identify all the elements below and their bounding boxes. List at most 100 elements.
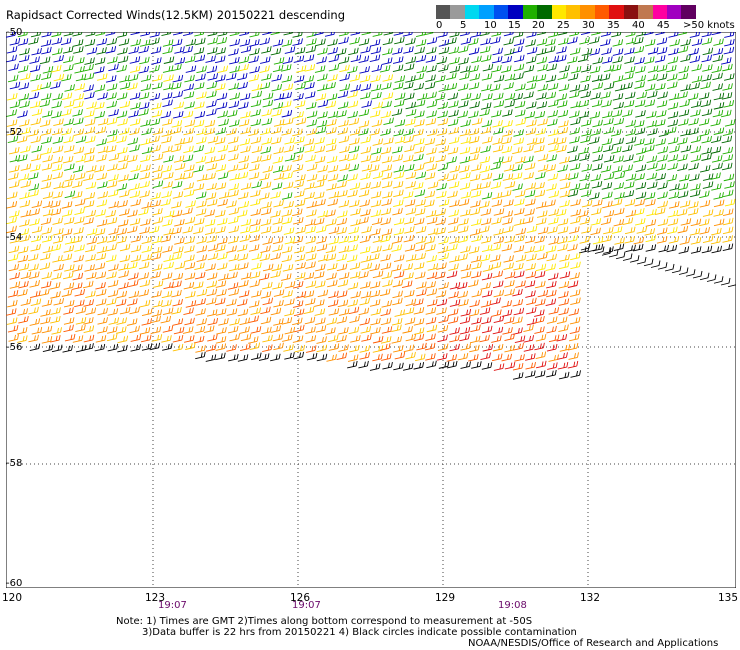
wind-barb — [679, 237, 691, 245]
wind-barb — [152, 207, 163, 216]
wind-barb — [634, 127, 646, 136]
wind-barb — [502, 327, 513, 335]
wind-barb — [360, 255, 372, 263]
wind-barb — [479, 225, 490, 234]
wind-barb — [567, 360, 579, 369]
wind-barb — [713, 192, 724, 200]
wind-barb — [150, 271, 161, 279]
wind-barb — [658, 244, 670, 253]
colorbar-swatch — [537, 5, 552, 19]
wind-barb — [391, 324, 402, 332]
wind-barb — [228, 225, 240, 234]
wind-barb-edge — [664, 263, 675, 272]
wind-barb — [53, 297, 64, 306]
wind-barb — [591, 32, 601, 36]
wind-barb — [50, 64, 62, 73]
wind-barb — [325, 138, 337, 146]
wind-barb — [107, 129, 118, 137]
wind-barb — [645, 198, 656, 207]
wind-barb — [655, 173, 666, 181]
wind-barb — [689, 82, 700, 90]
wind-barb — [666, 64, 677, 73]
wind-barb — [182, 136, 194, 145]
wind-barb — [327, 110, 339, 119]
wind-barb — [667, 81, 678, 90]
wind-barb — [62, 345, 73, 353]
wind-barb — [130, 32, 141, 36]
wind-barb — [701, 153, 712, 161]
wind-barb — [182, 154, 194, 163]
wind-barb — [28, 263, 39, 272]
wind-barb — [259, 82, 271, 90]
wind-barb — [567, 36, 578, 45]
wind-barb — [534, 244, 545, 253]
wind-barb — [272, 217, 284, 225]
wind-barb — [118, 154, 129, 163]
wind-barb — [97, 317, 108, 325]
wind-barb — [603, 144, 614, 153]
wind-barb-edge — [678, 267, 689, 275]
wind-barb — [657, 182, 668, 190]
wind-barb — [94, 164, 105, 173]
wind-barb — [51, 327, 62, 335]
wind-barb — [96, 236, 108, 245]
wind-barb — [63, 64, 74, 72]
wind-barb — [526, 306, 537, 315]
wind-barb — [612, 75, 624, 83]
wind-barb — [470, 190, 482, 198]
wind-barb — [305, 45, 317, 54]
wind-barb — [261, 154, 272, 162]
wind-barb — [207, 252, 219, 261]
wind-barb — [305, 326, 316, 334]
wind-barb — [27, 172, 39, 180]
wind-barb — [359, 297, 370, 306]
wind-barb — [646, 172, 658, 181]
wind-barb — [361, 262, 373, 271]
wind-barb — [229, 65, 240, 74]
wind-barb — [63, 307, 74, 315]
wind-barb — [724, 32, 735, 38]
wind-barb — [545, 263, 556, 272]
wind-barb — [601, 137, 613, 146]
wind-barb — [413, 362, 425, 370]
wind-barb — [435, 217, 447, 226]
wind-barb — [105, 32, 116, 36]
wind-barb — [72, 282, 83, 290]
wind-barb — [360, 182, 371, 190]
wind-barb — [237, 171, 249, 180]
wind-barb — [95, 209, 106, 217]
wind-barb — [31, 200, 43, 208]
wind-barb — [83, 343, 94, 351]
wind-barb — [42, 245, 54, 254]
wind-barb — [281, 128, 292, 136]
wind-barb — [721, 109, 732, 118]
wind-barb — [667, 119, 679, 127]
wind-barb — [493, 127, 504, 135]
wind-barb — [687, 92, 699, 101]
wind-barb — [504, 100, 516, 108]
wind-barb — [537, 226, 549, 235]
wind-barb — [611, 32, 622, 38]
credit-line: NOAA/NESDIS/Office of Research and Appli… — [468, 638, 719, 649]
wind-barb — [534, 342, 545, 351]
wind-barb — [611, 64, 622, 72]
wind-barb — [139, 226, 150, 235]
wind-barb — [258, 353, 270, 361]
wind-barb — [383, 32, 394, 36]
wind-barb — [293, 93, 304, 101]
wind-barb — [139, 172, 151, 180]
wind-barb — [42, 208, 54, 217]
wind-barb — [29, 64, 41, 73]
wind-barb — [457, 83, 469, 91]
wind-barb — [392, 145, 403, 154]
wind-barb — [370, 199, 382, 208]
wind-barb — [106, 117, 118, 125]
wind-barb — [39, 99, 51, 108]
wind-barb — [63, 32, 74, 37]
wind-barb — [567, 243, 578, 252]
wind-barb — [228, 288, 240, 297]
wind-barb — [28, 91, 40, 100]
wind-barb — [205, 354, 217, 362]
wind-barb — [382, 92, 394, 100]
wind-barb — [163, 261, 174, 270]
